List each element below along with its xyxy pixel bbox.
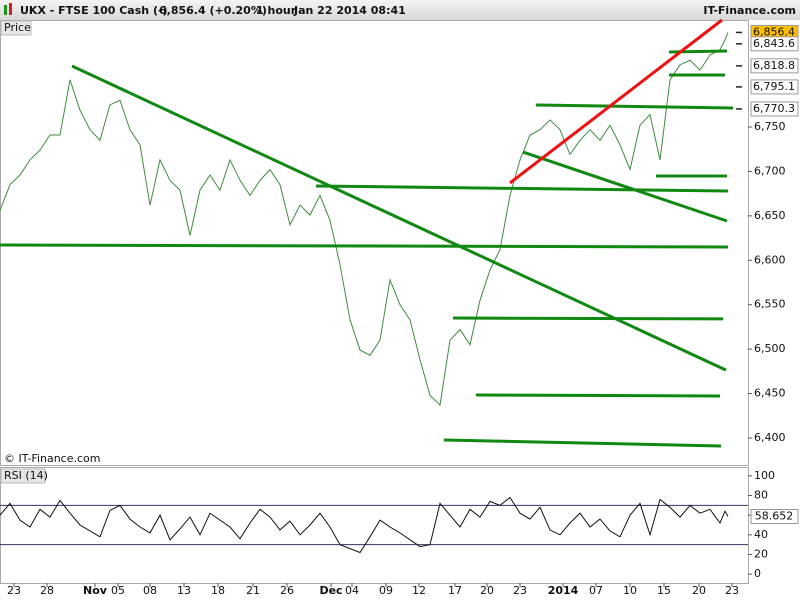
header-bar — [0, 0, 800, 20]
header-icon — [4, 3, 12, 15]
interval: 1 hour — [256, 4, 297, 17]
last-value-box — [750, 509, 799, 525]
quote: 6,856.4 (+0.20%) — [159, 4, 267, 17]
price-level-box — [750, 58, 799, 74]
trend-line — [452, 316, 724, 321]
y-tick-label: 6,500 — [754, 342, 786, 355]
y-tick-label: 80 — [754, 489, 768, 502]
x-tick-label: 23 — [725, 584, 739, 597]
y-tick-label: 0 — [754, 567, 761, 580]
x-tick-label: 17 — [448, 584, 462, 597]
x-tick-label: 07 — [589, 584, 603, 597]
x-tick-label: 26 — [280, 584, 294, 597]
x-tick-label: 28 — [40, 584, 54, 597]
y-tick-label: 6,700 — [754, 164, 786, 177]
trend-line — [443, 438, 722, 448]
y-tick-label: 6,550 — [754, 298, 786, 311]
x-tick-label: Dec — [319, 584, 342, 597]
x-tick-label: Nov — [83, 584, 108, 597]
x-tick-label: 13 — [177, 584, 191, 597]
trend-line — [522, 150, 728, 223]
y-tick-label: 6,450 — [754, 387, 786, 400]
price-level-label: 6,856.4 — [753, 25, 795, 38]
x-tick-label: 2014 — [548, 584, 579, 597]
y-tick-label: 6,650 — [754, 209, 786, 222]
y-tick-label: 100 — [754, 469, 775, 482]
brand: IT-Finance.com — [703, 4, 796, 17]
x-tick-label: 10 — [623, 584, 637, 597]
x-tick-label: 18 — [211, 584, 225, 597]
x-tick-label: 21 — [246, 584, 260, 597]
price-level-label: 6,795.1 — [753, 80, 795, 93]
series-line — [0, 32, 729, 407]
price-level-box — [750, 79, 799, 95]
rsi-panel-title: RSI (14) — [4, 469, 48, 482]
x-tick-label: 04 — [345, 584, 359, 597]
watermark: © IT-Finance.com — [4, 452, 101, 465]
y-tick-label: 20 — [754, 547, 768, 560]
series-line — [0, 496, 729, 554]
x-tick-label: 20 — [480, 584, 494, 597]
price-level-box — [750, 36, 799, 52]
trend-line — [668, 49, 728, 54]
price-level-label: 6,843.6 — [753, 37, 795, 50]
x-tick-label: 09 — [379, 584, 393, 597]
panel-label-box — [0, 20, 32, 36]
x-tick-label: 20 — [692, 584, 706, 597]
price-level-label: 6,770.3 — [753, 102, 795, 115]
panel-label-box — [0, 468, 46, 484]
price-level-box — [750, 101, 799, 117]
y-tick-label: 6,750 — [754, 120, 786, 133]
x-tick-label: 23 — [7, 584, 21, 597]
trend-line — [509, 18, 723, 185]
x-tick-label: 08 — [143, 584, 157, 597]
trend-line — [535, 103, 734, 110]
x-tick-label: 15 — [657, 584, 671, 597]
symbol: UKX - FTSE 100 Cash (-) — [20, 4, 168, 17]
y-tick-label: 40 — [754, 528, 768, 541]
y-tick-label: 6,600 — [754, 253, 786, 266]
price-panel-title: Price — [4, 21, 31, 34]
x-tick-label: 23 — [513, 584, 527, 597]
price-level-label: 6,818.8 — [753, 59, 795, 72]
y-tick-label: 6,400 — [754, 431, 786, 444]
rsi-panel — [0, 467, 749, 584]
x-tick-label: 05 — [111, 584, 125, 597]
datetime: Jan 22 2014 08:41 — [293, 4, 406, 17]
trend-line — [315, 184, 729, 193]
trend-line — [475, 393, 721, 398]
trend-line — [0, 243, 729, 249]
x-tick-label: 12 — [412, 584, 426, 597]
last-value-label: 58.652 — [755, 510, 794, 523]
